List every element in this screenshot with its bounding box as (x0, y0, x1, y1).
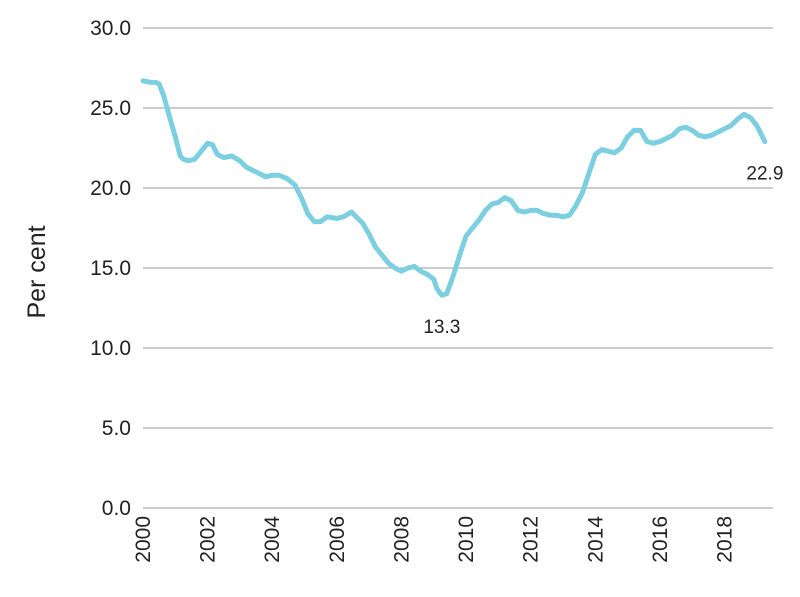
x-tick-label: 2006 (326, 516, 349, 563)
y-tick-label: 30.0 (90, 17, 131, 40)
y-tick-label: 0.0 (102, 497, 131, 520)
y-axis-title: Per cent (23, 225, 51, 318)
x-tick-label: 2004 (261, 516, 284, 563)
x-tick-label: 2002 (197, 516, 220, 563)
annotations: 13.3 22.9 (423, 164, 783, 339)
x-tick-labels: 2000 2002 2004 2006 2008 2010 2012 2014 2016 2018 (132, 516, 737, 563)
x-tick-label: 2018 (714, 516, 737, 563)
data-label: 13.3 (423, 317, 460, 338)
y-tick-label: 10.0 (90, 337, 131, 360)
x-tick-label: 2012 (520, 516, 543, 563)
y-tick-label: 25.0 (90, 97, 131, 120)
gridlines (143, 27, 773, 509)
x-tick-label: 2000 (132, 516, 155, 563)
y-tick-label: 15.0 (90, 257, 131, 280)
y-tick-labels: 0.0 5.0 10.0 15.0 20.0 25.0 30.0 (90, 17, 131, 520)
x-tick-label: 2014 (584, 516, 607, 563)
series-layer (140, 78, 768, 298)
data-label: 22.9 (746, 164, 783, 185)
y-tick-label: 5.0 (102, 417, 131, 440)
x-tick-label: 2008 (390, 516, 413, 563)
y-tick-label: 20.0 (90, 177, 131, 200)
x-tick-label: 2016 (649, 516, 672, 563)
series-line-0 (140, 78, 768, 298)
x-tick-label: 2010 (455, 516, 478, 563)
